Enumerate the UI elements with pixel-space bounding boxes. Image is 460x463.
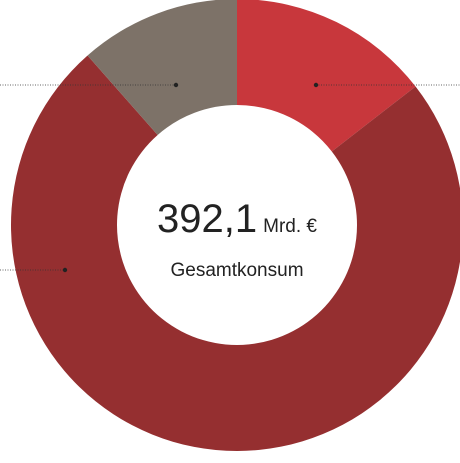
center-label: Gesamtkonsum [170, 260, 303, 281]
leader-dot [62, 267, 68, 273]
leader-dot [313, 82, 319, 88]
leader-dot [173, 82, 179, 88]
center-value: 392,1 [157, 197, 257, 241]
slices [11, 0, 460, 451]
donut-slice [87, 0, 237, 135]
center-unit: Mrd. € [263, 216, 317, 237]
donut-slice [237, 0, 416, 152]
donut-slice [11, 55, 460, 451]
center-total: 392,1 Mrd. € [157, 197, 317, 241]
